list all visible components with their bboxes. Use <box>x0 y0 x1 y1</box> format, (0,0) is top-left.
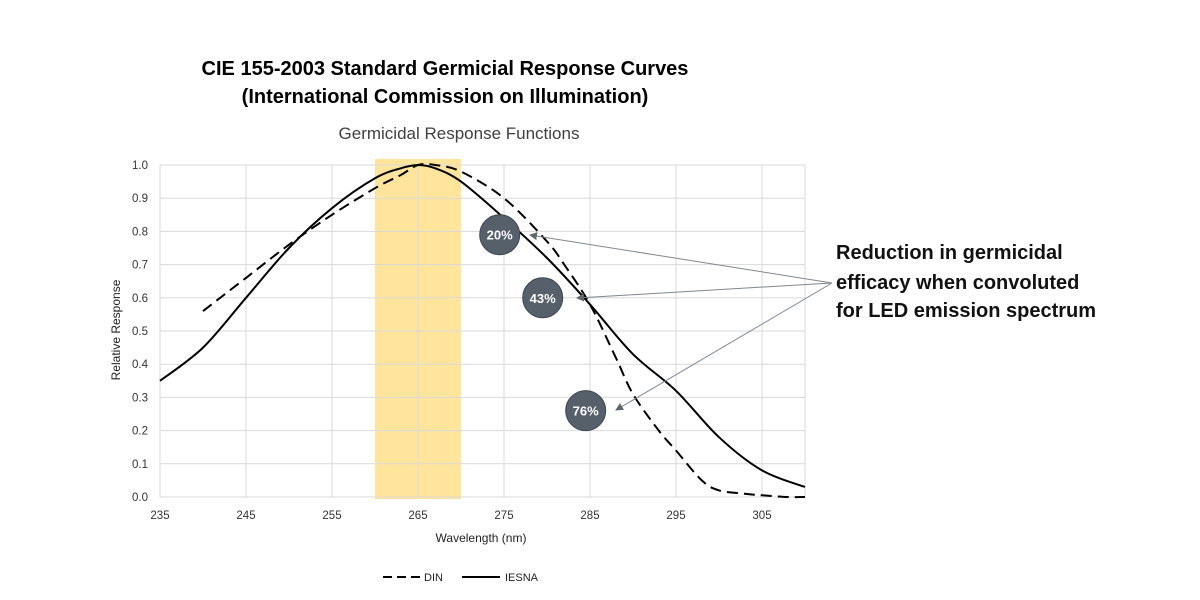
reduction-badge <box>479 214 521 256</box>
y-axis-label: Relative Response <box>109 279 123 380</box>
legend: DIN IESNA <box>383 572 539 584</box>
annotation-arrow <box>529 232 833 284</box>
x-tick-label: 305 <box>752 510 771 522</box>
grid-layer <box>159 164 806 498</box>
annotation-line2: efficacy when convoluted <box>836 272 1080 294</box>
reduction-badge-label: 43% <box>530 291 556 306</box>
y-tick-label: 0.0 <box>132 492 148 504</box>
annotation-line1: Reduction in germicidal <box>836 242 1063 264</box>
y-tick-label: 0.5 <box>132 326 148 338</box>
reduction-badge <box>565 390 607 432</box>
reduction-badge <box>522 277 564 319</box>
y-tick-label: 0.6 <box>132 293 148 305</box>
x-tick-label: 235 <box>150 510 169 522</box>
x-tick-label: 295 <box>666 510 685 522</box>
legend-label-din: DIN <box>424 572 443 584</box>
x-tick-label: 255 <box>322 510 341 522</box>
x-tick-label: 275 <box>494 510 513 522</box>
arrow-layer <box>529 232 833 411</box>
series-line-iesna <box>159 163 806 488</box>
y-tick-label: 0.1 <box>132 459 148 471</box>
y-tick-label: 0.2 <box>132 426 148 438</box>
y-tick-label: 0.8 <box>132 226 148 238</box>
y-tick-label: 0.9 <box>132 193 148 205</box>
y-tick-label: 0.4 <box>132 359 149 371</box>
badge-layer: 20% 43% 76% <box>479 214 607 432</box>
reduction-badge-label: 76% <box>573 404 599 419</box>
curve-layer <box>159 162 806 499</box>
main-title-line1: CIE 155-2003 Standard Germicial Response… <box>201 58 689 80</box>
legend-label-iesna: IESNA <box>505 572 539 584</box>
x-tick-label: 285 <box>580 510 599 522</box>
y-tick-label: 0.7 <box>132 260 148 272</box>
main-title-line2: (International Commission on Illuminatio… <box>241 86 649 108</box>
y-tick-label: 0.3 <box>132 392 148 404</box>
annotation-arrow <box>576 282 833 302</box>
tick-layer: 0.0 0.1 0.2 0.3 0.4 0.5 0.6 0.7 0.8 0.9 1.0 235 245 2… <box>132 160 772 522</box>
series-line-din <box>202 162 806 499</box>
annotation-arrow <box>615 282 833 411</box>
x-tick-label: 265 <box>408 510 427 522</box>
y-tick-label: 1.0 <box>132 160 148 172</box>
reduction-badge-label: 20% <box>487 228 513 243</box>
x-tick-label: 245 <box>236 510 255 522</box>
annotation-line3: for LED emission spectrum <box>836 300 1097 322</box>
chart-title: Germicidal Response Functions <box>339 124 580 143</box>
x-axis-label: Wavelength (nm) <box>436 531 527 545</box>
